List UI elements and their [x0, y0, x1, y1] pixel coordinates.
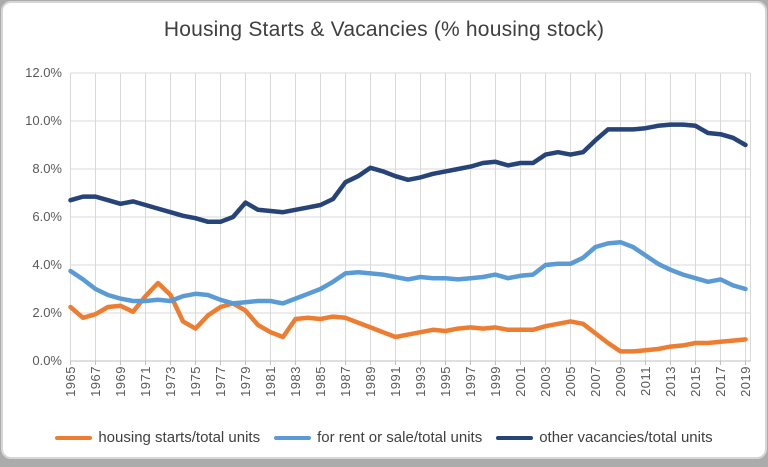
housing-starts-line-swatch	[55, 435, 93, 440]
series-line-housing-starts-total-units	[68, 280, 748, 354]
legend-label-other-vacancies: other vacancies/total units	[539, 429, 713, 446]
x-axis-tick-label: 2013	[662, 366, 678, 397]
x-axis-tick-label: 1973	[162, 366, 178, 397]
x-axis-tick-label: 2019	[737, 366, 753, 397]
x-axis-tick-label: 1991	[387, 366, 403, 397]
x-axis-tick-label: 1995	[437, 366, 453, 397]
x-axis-tick-label: 2007	[587, 366, 603, 397]
x-axis-tick-label: 2015	[687, 366, 703, 397]
legend-item-housing-starts: housing starts/total units	[55, 429, 260, 446]
y-axis-tick-label: 12.0%	[25, 65, 62, 80]
y-axis-tick-label: 4.0%	[32, 257, 62, 272]
x-axis-tick-label: 1967	[87, 366, 103, 397]
x-axis-tick-label: 1975	[187, 366, 203, 397]
x-axis-tick-label: 1985	[312, 366, 328, 397]
x-axis-tick-label: 1977	[212, 366, 228, 397]
legend-label-for-rent-or-sale: for rent or sale/total units	[317, 429, 483, 446]
x-axis-tick-label: 1993	[412, 366, 428, 397]
legend-item-other-vacancies: other vacancies/total units	[496, 429, 713, 446]
x-axis-tick-label: 2001	[512, 366, 528, 397]
x-axis-tick-label: 1999	[487, 366, 503, 397]
legend-item-for-rent-or-sale: for rent or sale/total units	[274, 429, 482, 446]
x-axis-tick-label: 2003	[537, 366, 553, 397]
x-axis-tick-label: 1983	[287, 366, 303, 397]
legend: housing starts/total units for rent or s…	[0, 429, 768, 446]
x-axis-tick-label: 1979	[237, 366, 253, 397]
x-axis-tick-label: 1969	[112, 366, 128, 397]
y-axis-tick-label: 2.0%	[32, 305, 62, 320]
legend-label-housing-starts: housing starts/total units	[98, 429, 261, 446]
chart-card	[1, 1, 767, 459]
y-axis-tick-label: 10.0%	[25, 113, 62, 128]
x-axis-tick-label: 1997	[462, 366, 478, 397]
x-axis-tick-label: 2009	[612, 366, 628, 397]
series-line-other-vacancies-total-units	[68, 122, 748, 225]
x-axis-tick-label: 1989	[362, 366, 378, 397]
y-axis-tick-label: 6.0%	[32, 209, 62, 224]
other-vacancies-line-swatch	[496, 435, 534, 440]
series-line-for-rent-or-sale-total-units	[68, 239, 748, 306]
chart-title: Housing Starts & Vacancies (% housing st…	[163, 18, 605, 41]
x-axis-tick-label: 1971	[137, 366, 153, 397]
x-axis-tick-label: 1981	[262, 366, 278, 397]
x-axis-tick-label: 2011	[637, 366, 653, 396]
x-axis-tick-label: 2005	[562, 366, 578, 397]
for-rent-or-sale-line-swatch	[274, 435, 312, 440]
x-axis-tick-label: 1987	[337, 366, 353, 397]
x-axis-tick-label: 1965	[62, 366, 78, 397]
y-axis-tick-label: 0.0%	[32, 353, 62, 368]
x-axis-tick-label: 2017	[712, 366, 728, 397]
y-axis-tick-label: 8.0%	[32, 161, 62, 176]
